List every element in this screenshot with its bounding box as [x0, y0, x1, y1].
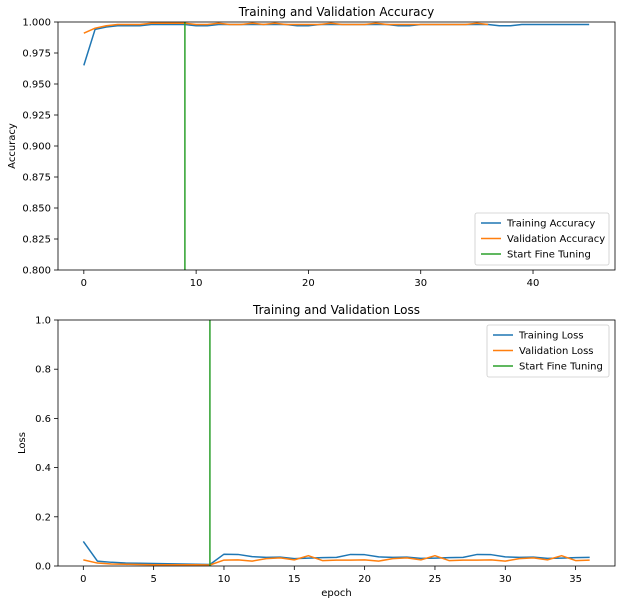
accuracy-x-tick-label: 10: [190, 278, 203, 289]
loss-chart: Training and Validation Loss Loss epoch …: [17, 303, 616, 599]
accuracy-y-axis-label: Accuracy: [7, 123, 18, 169]
accuracy-y-tick-label: 0.925: [22, 111, 51, 122]
loss-x-tick-label: 5: [150, 574, 156, 585]
accuracy-chart: Training and Validation Accuracy Accurac…: [7, 5, 616, 289]
loss-y-axis-label: Loss: [17, 432, 28, 454]
loss-x-tick-label: 0: [80, 574, 86, 585]
accuracy-x-tick-label: 40: [527, 278, 540, 289]
loss-series-group: [82, 320, 590, 566]
loss-x-tick-label: 10: [218, 574, 231, 585]
loss-x-axis-label: epoch: [321, 588, 351, 599]
loss-plot-area: 0 5 10 15 20 25 30 35 0.0 0.2 0.4 0.6 0.8 1.0: [35, 316, 616, 585]
loss-y-tick-label: 1.0: [35, 316, 51, 327]
accuracy-plot-area: 0 10 20 30 40 0.800 0.825 0.850 0.875 0.900 0.925 0…: [22, 18, 616, 289]
validation-accuracy-legend-label: Validation Accuracy: [507, 234, 605, 245]
training-loss-line: [82, 540, 590, 566]
loss-y-tick-label: 0.6: [35, 414, 51, 425]
accuracy-series-group: [83, 22, 590, 270]
accuracy-legend-box: [474, 212, 610, 266]
accuracy-y-tick-label: 1.000: [22, 18, 51, 29]
accuracy-y-tick-label: 0.900: [22, 142, 51, 153]
loss-chart-title: Training and Validation Loss: [252, 303, 420, 317]
accuracy-y-tick-label: 0.950: [22, 80, 51, 91]
validation-loss-line: [83, 554, 590, 566]
accuracy-y-tick-label: 0.800: [22, 266, 51, 277]
accuracy-y-tick-label: 0.850: [22, 204, 51, 215]
accuracy-x-tick-label: 30: [414, 278, 427, 289]
accuracy-x-tick-label: 0: [81, 278, 87, 289]
loss-legend: Training Loss Validation Loss Start Fine T…: [486, 324, 610, 378]
validation-loss-legend-label: Validation Loss: [519, 346, 594, 357]
loss-y-tick-label: 0.0: [35, 562, 51, 573]
loss-x-tick-label: 20: [358, 574, 371, 585]
loss-y-tick-label: 0.2: [35, 512, 51, 523]
accuracy-y-tick-label: 0.825: [22, 235, 51, 246]
loss-y-tick-label: 0.4: [35, 463, 51, 474]
training-loss-legend-label: Training Loss: [518, 331, 584, 342]
training-accuracy-legend-label: Training Accuracy: [506, 219, 595, 230]
loss-x-tick-label: 25: [429, 574, 442, 585]
loss-x-tick-label: 15: [288, 574, 301, 585]
loss-x-tick-label: 35: [569, 574, 582, 585]
accuracy-x-tick-label: 20: [302, 278, 315, 289]
accuracy-chart-title: Training and Validation Accuracy: [238, 5, 434, 19]
start-fine-tuning-legend-label: Start Fine Tuning: [507, 250, 591, 261]
loss-axes-frame: [57, 319, 616, 567]
start-fine-tuning-legend-label: Start Fine Tuning: [519, 362, 603, 373]
accuracy-legend: Training Accuracy Validation Accuracy Star…: [474, 212, 610, 266]
validation-accuracy-line: [83, 22, 489, 34]
loss-legend-box: [486, 324, 610, 378]
accuracy-axes-frame: [57, 21, 616, 271]
loss-y-tick-label: 0.8: [35, 365, 51, 376]
accuracy-y-tick-label: 0.975: [22, 49, 51, 60]
accuracy-y-tick-label: 0.875: [22, 173, 51, 184]
loss-x-tick-label: 30: [499, 574, 512, 585]
